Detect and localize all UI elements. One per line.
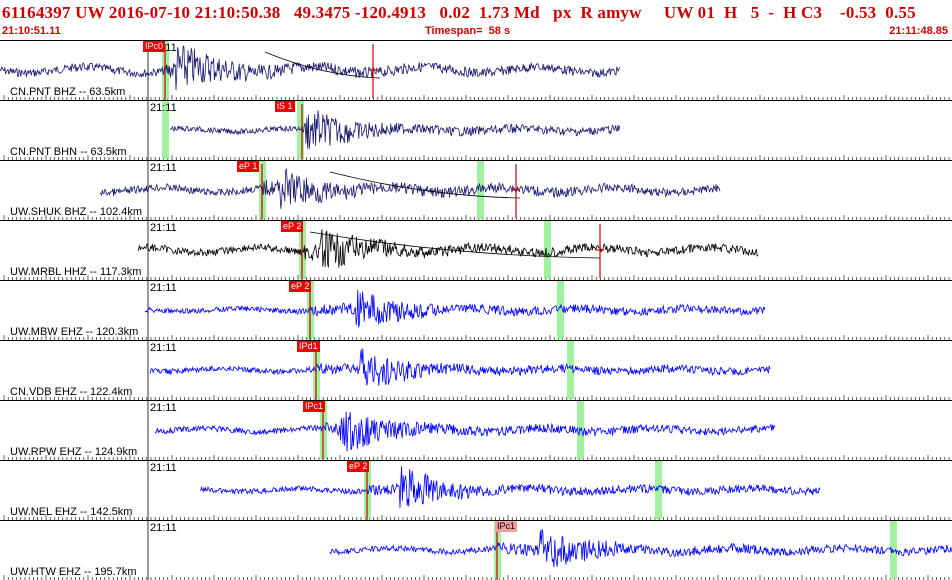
- end-time: 21:11:48.85: [889, 25, 948, 37]
- phase-pick-label[interactable]: IPc1: [303, 401, 326, 412]
- station-label: UW.NEL EHZ -- 142.5km: [10, 506, 133, 518]
- phase-window: [655, 461, 662, 519]
- phase-window: [544, 221, 551, 279]
- coda-decay-curve: [264, 51, 381, 79]
- phase-pick-label[interactable]: eP 1: [237, 161, 260, 172]
- seismogram-trace: [199, 466, 821, 508]
- waveform-display[interactable]: [0, 40, 952, 580]
- phase-pick-label[interactable]: eP 2: [289, 281, 312, 292]
- minute-tick-label: 21:11: [150, 522, 177, 534]
- minute-tick-label: 21:11: [150, 402, 177, 414]
- phase-window: [162, 101, 169, 159]
- station-label: UW.SHUK BHZ -- 102.4km: [10, 206, 143, 218]
- station-label: UW.MRBL HHZ -- 117.3km: [10, 266, 142, 278]
- station-label: CN.VDB EHZ -- 122.4km: [10, 386, 133, 398]
- minute-tick-label: 21:11: [150, 462, 177, 474]
- phase-window: [890, 521, 897, 579]
- minute-tick-label: 21:11: [150, 342, 177, 354]
- seismogram-trace: [137, 229, 759, 268]
- phase-pick-label[interactable]: iS 1: [275, 101, 295, 112]
- phase-pick-label[interactable]: eP 2: [281, 221, 304, 232]
- start-time: 21:10:51.11: [2, 25, 61, 37]
- event-summary: 61164397 UW 2016-07-10 21:10:50.38 49.34…: [2, 3, 916, 22]
- station-label: UW.RPW EHZ -- 124.9km: [10, 446, 138, 458]
- station-label: CN.PNT BHZ -- 63.5km: [10, 86, 126, 98]
- seismogram-trace: [154, 411, 776, 452]
- phase-window: [297, 101, 304, 159]
- minute-tick-label: 21:11: [150, 222, 177, 234]
- seismogram-trace: [99, 168, 721, 209]
- seismogram-trace: [149, 348, 771, 386]
- coda-decay-curve: [309, 231, 601, 259]
- phase-pick-label[interactable]: eP 2: [347, 461, 370, 472]
- seismogram-trace: [0, 45, 621, 91]
- phase-window: [567, 341, 574, 399]
- timespan: Timespan= 58 s: [425, 25, 511, 37]
- phase-pick-label[interactable]: IPc0: [143, 41, 166, 52]
- station-label: UW.MBW EHZ -- 120.3km: [10, 326, 139, 338]
- phase-pick-label[interactable]: IPc1: [495, 521, 518, 532]
- seismogram-trace: [329, 529, 952, 568]
- phase-pick-label[interactable]: IPd1: [297, 341, 320, 352]
- station-label: CN.PNT BHN -- 63.5km: [10, 146, 127, 158]
- minute-tick-label: 21:11: [150, 102, 177, 114]
- seismogram-trace: [169, 110, 620, 150]
- coda-decay-curve: [329, 171, 521, 199]
- event-header: 61164397 UW 2016-07-10 21:10:50.38 49.34…: [0, 0, 952, 40]
- minute-tick-label: 21:11: [150, 162, 177, 174]
- seismogram-trace: [144, 289, 766, 328]
- station-label: UW.HTW EHZ -- 195.7km: [10, 566, 137, 578]
- minute-tick-label: 21:11: [150, 282, 177, 294]
- phase-window: [557, 281, 564, 339]
